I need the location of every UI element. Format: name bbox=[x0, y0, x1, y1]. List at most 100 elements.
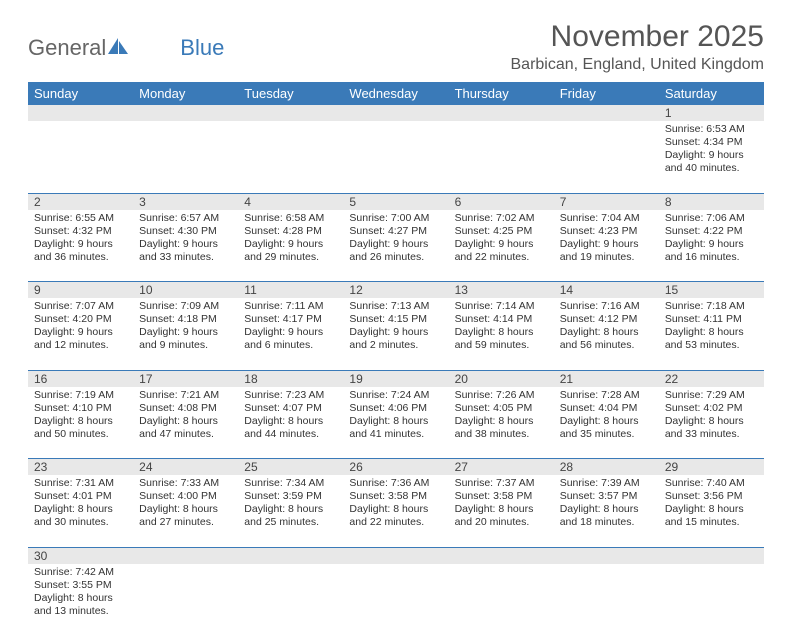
daylight-text-2: and 53 minutes. bbox=[665, 339, 758, 352]
day-number bbox=[238, 547, 343, 564]
daylight-text: Daylight: 9 hours bbox=[665, 238, 758, 251]
day-cell bbox=[28, 121, 133, 193]
sunset-text: Sunset: 4:20 PM bbox=[34, 313, 127, 326]
sunrise-text: Sunrise: 7:28 AM bbox=[560, 389, 653, 402]
sunrise-text: Sunrise: 7:42 AM bbox=[34, 566, 127, 579]
daylight-text: Daylight: 9 hours bbox=[244, 326, 337, 339]
sunrise-text: Sunrise: 7:14 AM bbox=[455, 300, 548, 313]
sunset-text: Sunset: 3:58 PM bbox=[349, 490, 442, 503]
daylight-text: Daylight: 8 hours bbox=[349, 503, 442, 516]
day-cell: Sunrise: 7:33 AMSunset: 4:00 PMDaylight:… bbox=[133, 475, 238, 547]
day-cell bbox=[449, 121, 554, 193]
day-cell: Sunrise: 7:39 AMSunset: 3:57 PMDaylight:… bbox=[554, 475, 659, 547]
day-number: 16 bbox=[28, 370, 133, 387]
daylight-text-2: and 29 minutes. bbox=[244, 251, 337, 264]
daylight-text-2: and 18 minutes. bbox=[560, 516, 653, 529]
daylight-text: Daylight: 8 hours bbox=[665, 415, 758, 428]
daylight-text: Daylight: 8 hours bbox=[455, 503, 548, 516]
sunset-text: Sunset: 4:10 PM bbox=[34, 402, 127, 415]
day-number: 3 bbox=[133, 193, 238, 210]
day-number bbox=[449, 105, 554, 121]
day-number: 9 bbox=[28, 282, 133, 299]
sunset-text: Sunset: 3:56 PM bbox=[665, 490, 758, 503]
day-cell bbox=[133, 121, 238, 193]
daylight-text-2: and 33 minutes. bbox=[665, 428, 758, 441]
day-number: 27 bbox=[449, 459, 554, 476]
daylight-text-2: and 16 minutes. bbox=[665, 251, 758, 264]
sunset-text: Sunset: 4:22 PM bbox=[665, 225, 758, 238]
day-number: 20 bbox=[449, 370, 554, 387]
daylight-text-2: and 19 minutes. bbox=[560, 251, 653, 264]
daylight-text-2: and 47 minutes. bbox=[139, 428, 232, 441]
day-number: 22 bbox=[659, 370, 764, 387]
daylight-text-2: and 12 minutes. bbox=[34, 339, 127, 352]
daylight-text-2: and 50 minutes. bbox=[34, 428, 127, 441]
daylight-text-2: and 41 minutes. bbox=[349, 428, 442, 441]
logo-text-2: Blue bbox=[180, 35, 224, 61]
sunset-text: Sunset: 3:55 PM bbox=[34, 579, 127, 592]
daylight-text-2: and 44 minutes. bbox=[244, 428, 337, 441]
sunset-text: Sunset: 4:11 PM bbox=[665, 313, 758, 326]
sunset-text: Sunset: 4:06 PM bbox=[349, 402, 442, 415]
day-number bbox=[343, 105, 448, 121]
day-number bbox=[133, 547, 238, 564]
sunrise-text: Sunrise: 7:36 AM bbox=[349, 477, 442, 490]
logo-text-1: General bbox=[28, 35, 106, 61]
daylight-text: Daylight: 8 hours bbox=[244, 415, 337, 428]
daylight-text: Daylight: 8 hours bbox=[349, 415, 442, 428]
day-cell: Sunrise: 7:26 AMSunset: 4:05 PMDaylight:… bbox=[449, 387, 554, 459]
day-cell: Sunrise: 7:09 AMSunset: 4:18 PMDaylight:… bbox=[133, 298, 238, 370]
daylight-text-2: and 9 minutes. bbox=[139, 339, 232, 352]
daylight-text: Daylight: 8 hours bbox=[665, 326, 758, 339]
day-cell: Sunrise: 6:57 AMSunset: 4:30 PMDaylight:… bbox=[133, 210, 238, 282]
day-number: 30 bbox=[28, 547, 133, 564]
sunrise-text: Sunrise: 6:55 AM bbox=[34, 212, 127, 225]
daylight-text: Daylight: 9 hours bbox=[349, 326, 442, 339]
sunrise-text: Sunrise: 7:18 AM bbox=[665, 300, 758, 313]
month-title: November 2025 bbox=[511, 20, 765, 54]
sunrise-text: Sunrise: 7:33 AM bbox=[139, 477, 232, 490]
sunrise-text: Sunrise: 7:02 AM bbox=[455, 212, 548, 225]
day-number bbox=[449, 547, 554, 564]
sunrise-text: Sunrise: 7:13 AM bbox=[349, 300, 442, 313]
sunset-text: Sunset: 4:12 PM bbox=[560, 313, 653, 326]
day-cell: Sunrise: 7:42 AMSunset: 3:55 PMDaylight:… bbox=[28, 564, 133, 636]
day-cell: Sunrise: 7:18 AMSunset: 4:11 PMDaylight:… bbox=[659, 298, 764, 370]
daylight-text-2: and 40 minutes. bbox=[665, 162, 758, 175]
daylight-text: Daylight: 8 hours bbox=[34, 503, 127, 516]
day-cell bbox=[554, 121, 659, 193]
day-cell bbox=[449, 564, 554, 636]
sunrise-text: Sunrise: 7:34 AM bbox=[244, 477, 337, 490]
sunset-text: Sunset: 4:08 PM bbox=[139, 402, 232, 415]
day-cell bbox=[238, 564, 343, 636]
sunrise-text: Sunrise: 7:37 AM bbox=[455, 477, 548, 490]
day-cell: Sunrise: 7:11 AMSunset: 4:17 PMDaylight:… bbox=[238, 298, 343, 370]
daylight-text: Daylight: 9 hours bbox=[34, 326, 127, 339]
day-number: 13 bbox=[449, 282, 554, 299]
daylight-text-2: and 35 minutes. bbox=[560, 428, 653, 441]
day-cell: Sunrise: 7:19 AMSunset: 4:10 PMDaylight:… bbox=[28, 387, 133, 459]
day-cell: Sunrise: 6:55 AMSunset: 4:32 PMDaylight:… bbox=[28, 210, 133, 282]
day-number: 4 bbox=[238, 193, 343, 210]
sunrise-text: Sunrise: 7:19 AM bbox=[34, 389, 127, 402]
day-number: 23 bbox=[28, 459, 133, 476]
sunrise-text: Sunrise: 7:09 AM bbox=[139, 300, 232, 313]
day-cell: Sunrise: 7:34 AMSunset: 3:59 PMDaylight:… bbox=[238, 475, 343, 547]
sunrise-text: Sunrise: 7:04 AM bbox=[560, 212, 653, 225]
sunset-text: Sunset: 3:58 PM bbox=[455, 490, 548, 503]
day-number bbox=[659, 547, 764, 564]
weekday-header: Tuesday bbox=[238, 82, 343, 105]
sunset-text: Sunset: 4:17 PM bbox=[244, 313, 337, 326]
sunrise-text: Sunrise: 6:57 AM bbox=[139, 212, 232, 225]
day-number: 11 bbox=[238, 282, 343, 299]
sunset-text: Sunset: 4:05 PM bbox=[455, 402, 548, 415]
sunset-text: Sunset: 3:59 PM bbox=[244, 490, 337, 503]
day-number: 7 bbox=[554, 193, 659, 210]
sunset-text: Sunset: 4:34 PM bbox=[665, 136, 758, 149]
sunrise-text: Sunrise: 7:29 AM bbox=[665, 389, 758, 402]
sunrise-text: Sunrise: 7:26 AM bbox=[455, 389, 548, 402]
day-number: 2 bbox=[28, 193, 133, 210]
day-number: 15 bbox=[659, 282, 764, 299]
sunset-text: Sunset: 4:32 PM bbox=[34, 225, 127, 238]
day-cell: Sunrise: 7:07 AMSunset: 4:20 PMDaylight:… bbox=[28, 298, 133, 370]
